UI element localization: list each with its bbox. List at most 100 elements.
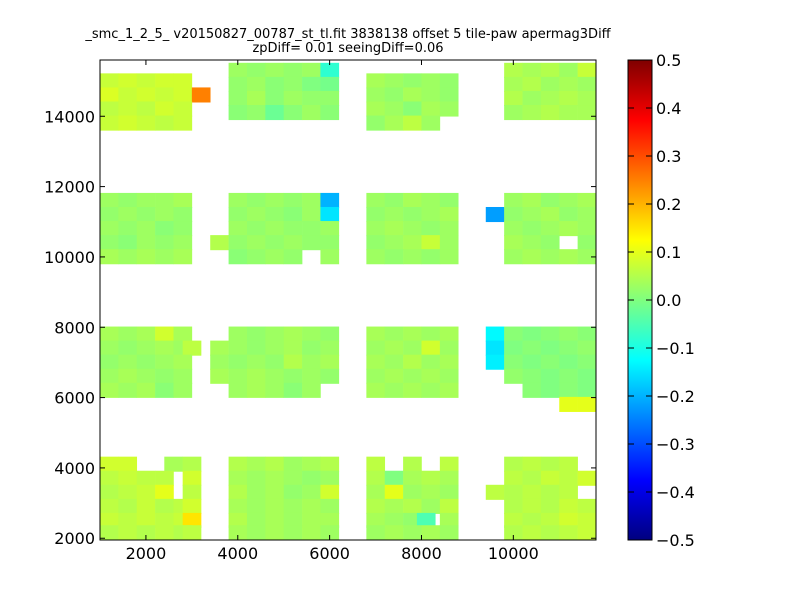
heatmap-cell [559,498,578,514]
heatmap-cell [320,456,340,472]
heatmap-cell [283,382,303,398]
heatmap-cell [173,73,193,89]
heatmap-cell [246,90,266,107]
chart-title-line-1: _smc_1_2_5_ v20150827_00787_st_tl.fit 38… [84,27,611,42]
heatmap-cell [136,512,156,528]
heatmap-cell [504,456,523,472]
heatmap-cell [283,498,303,514]
heatmap-cell [366,340,386,356]
plot-frame [99,59,597,541]
heatmap-cell [265,326,284,342]
heatmap-cell [302,382,321,398]
heatmap-cell [421,115,441,131]
heatmap-cell [283,456,303,472]
heatmap-cell [100,73,119,89]
heatmap-cell [210,340,229,356]
heatmap-cell [366,498,386,514]
heatmap-cell [439,73,459,89]
heatmap-cell [439,249,459,265]
colorbar-tick-label: 0.5 [656,51,681,70]
heatmap-cell [366,525,386,541]
heatmap-cell [100,249,119,265]
heatmap-cell [283,105,303,121]
heatmap-cell [421,221,441,237]
heatmap-cell [559,354,578,370]
heatmap-cell [100,484,119,500]
heatmap-cell [522,326,542,342]
heatmap-cell [265,206,284,223]
heatmap-cell [485,484,505,500]
colorbar-tick-label: 0.4 [656,99,681,118]
heatmap-cell [559,221,578,237]
heatmap-cell [283,221,303,237]
heatmap-cell [302,484,321,500]
heatmap-cell [100,470,119,486]
heatmap-cell [155,101,174,117]
heatmap-cells [100,62,597,541]
heatmap-cell [540,456,560,472]
y-tick-label: 2000 [54,529,95,548]
heatmap-cell [228,512,248,528]
heatmap-cell [504,368,523,384]
heatmap-cell [118,484,138,500]
heatmap-cell [283,512,303,528]
heatmap-cell [366,382,386,398]
heatmap-cell [384,115,404,131]
heatmap-cell [439,368,459,384]
heatmap-cell [540,235,560,251]
heatmap-cell [283,62,303,78]
heatmap-cell [320,62,340,78]
heatmap-cell [265,105,284,121]
colorbar-tick-label: −0.3 [656,435,695,454]
heatmap-cell [439,87,459,103]
heatmap-cell [504,206,523,223]
heatmap-cell [246,62,266,78]
heatmap-cell [439,470,459,486]
heatmap-cell [421,326,441,342]
heatmap-cell [421,340,441,356]
heatmap-cell [522,221,542,237]
heatmap-cell [320,90,340,107]
heatmap-cell [246,235,266,251]
heatmap-cell [540,354,560,370]
heatmap-cell [403,354,422,370]
heatmap-cell [559,192,578,208]
heatmap-cell [522,206,542,223]
heatmap-cell [100,235,119,251]
colorbar-tick-label: −0.4 [656,483,695,502]
heatmap-cell [302,354,321,370]
heatmap-cell [155,512,174,528]
heatmap-cell [439,456,459,472]
heatmap-cell [320,249,340,265]
heatmap-cell [366,368,386,384]
heatmap-cell [504,249,523,265]
heatmap-cell [485,206,505,223]
heatmap-cell [320,221,340,237]
heatmap-cell [439,221,459,237]
heatmap-cell [384,221,404,237]
heatmap-cell [320,206,340,223]
heatmap-cell [384,73,404,89]
heatmap-cell [540,249,560,265]
heatmap-cell [118,382,138,398]
heatmap-cell [522,498,542,514]
heatmap-cell [504,470,523,486]
heatmap-cell [283,76,303,92]
heatmap-cell [210,368,229,384]
heatmap-cell [302,76,321,92]
heatmap-cell [228,525,248,541]
heatmap-cell [320,326,340,342]
heatmap-cell [504,484,523,500]
heatmap-cell [265,382,284,398]
heatmap-cell [155,221,174,237]
heatmap-cell [136,470,156,486]
heatmap-cell [155,235,174,251]
heatmap-cell [246,456,266,472]
y-tick-label: 6000 [54,389,95,408]
heatmap-cell [136,525,156,541]
heatmap-cell [265,249,284,265]
heatmap-cell [522,76,542,92]
heatmap-cell [403,221,422,237]
heatmap-cell [403,73,422,89]
